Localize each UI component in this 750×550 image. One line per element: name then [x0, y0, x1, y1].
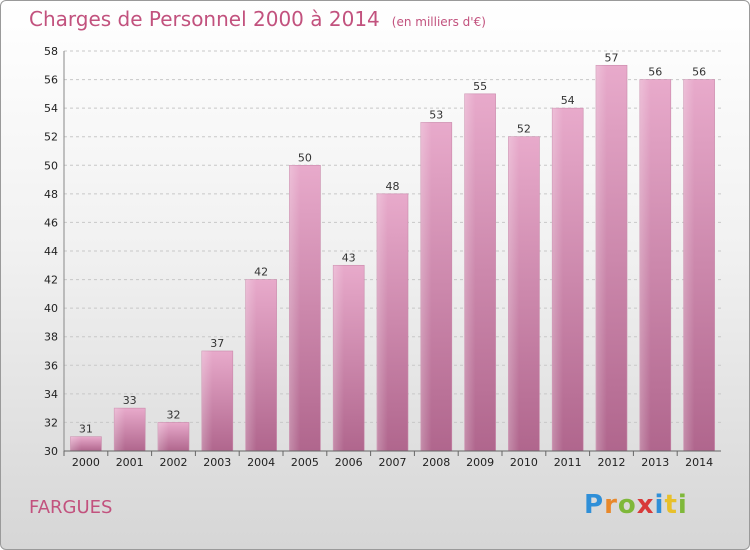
x-tick-label: 2005	[291, 456, 319, 469]
x-tick-label: 2012	[598, 456, 626, 469]
bar-highlight	[70, 436, 82, 451]
bar-highlight	[158, 422, 169, 451]
x-tick-label: 2002	[160, 456, 188, 469]
chart-subtitle: (en milliers d'€)	[391, 15, 486, 29]
y-tick-label: 54	[44, 102, 58, 115]
x-tick-label: 2010	[510, 456, 538, 469]
x-tick-label: 2006	[335, 456, 363, 469]
chart-title: Charges de Personnel 2000 à 2014 (en mill…	[29, 7, 486, 31]
location-label: FARGUES	[29, 497, 113, 518]
bar-highlight	[464, 93, 476, 451]
y-tick-label: 58	[44, 45, 58, 58]
bar-highlight	[552, 108, 564, 452]
bar-value-label: 56	[648, 66, 662, 79]
y-tick-label: 42	[44, 274, 58, 287]
x-tick-label: 2007	[379, 456, 407, 469]
x-tick-label: 2009	[466, 456, 494, 469]
bar-value-label: 32	[167, 408, 181, 421]
bar-highlight	[683, 79, 695, 452]
bar-value-label: 57	[605, 51, 619, 64]
x-tick-label: 2011	[554, 456, 582, 469]
y-tick-label: 34	[44, 388, 58, 401]
bar-highlight	[508, 136, 520, 451]
bar-value-label: 50	[298, 151, 312, 164]
x-tick-label: 2008	[422, 456, 450, 469]
bar-value-label: 31	[79, 423, 93, 436]
bar-highlight	[289, 165, 301, 452]
y-tick-label: 50	[44, 159, 58, 172]
y-tick-label: 44	[44, 245, 58, 258]
y-tick-label: 48	[44, 188, 58, 201]
bar-highlight	[201, 351, 213, 451]
x-tick-label: 2000	[72, 456, 100, 469]
bar-highlight	[333, 265, 345, 451]
bar-value-label: 43	[342, 251, 356, 264]
chart-title-text: Charges de Personnel 2000 à 2014	[29, 7, 380, 31]
bar-highlight	[596, 65, 607, 452]
y-tick-label: 30	[44, 445, 58, 458]
bar-highlight	[420, 122, 432, 451]
y-tick-label: 32	[44, 416, 58, 429]
bar-highlight	[377, 193, 388, 451]
x-tick-label: 2001	[116, 456, 144, 469]
y-tick-label: 52	[44, 131, 58, 144]
bar-value-label: 56	[692, 66, 706, 79]
y-tick-label: 56	[44, 74, 58, 87]
bar-highlight	[639, 79, 651, 452]
y-tick-label: 36	[44, 359, 58, 372]
x-tick-label: 2004	[247, 456, 275, 469]
bar-value-label: 53	[429, 108, 443, 121]
bar-value-label: 54	[561, 94, 575, 107]
proxiti-logo: Proxiti	[584, 490, 688, 520]
bar-value-label: 37	[210, 337, 224, 350]
bar-highlight	[114, 408, 126, 451]
y-tick-label: 40	[44, 302, 58, 315]
bar-highlight	[245, 279, 257, 451]
bar-value-label: 42	[254, 266, 268, 279]
y-tick-label: 46	[44, 216, 58, 229]
x-tick-label: 2003	[203, 456, 231, 469]
bar-value-label: 33	[123, 394, 137, 407]
x-tick-label: 2014	[685, 456, 713, 469]
x-tick-label: 2013	[641, 456, 669, 469]
bar-value-label: 52	[517, 123, 531, 136]
bar-value-label: 55	[473, 80, 487, 93]
bar-value-label: 48	[386, 180, 400, 193]
y-tick-label: 38	[44, 331, 58, 344]
